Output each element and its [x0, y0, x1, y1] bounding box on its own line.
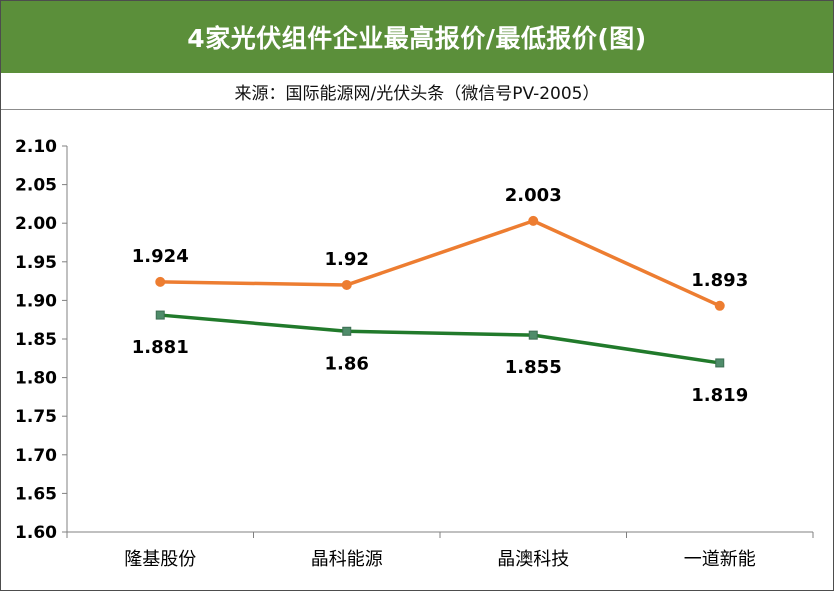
x-category-label: 晶澳科技 — [497, 549, 569, 570]
max-price-point — [714, 300, 725, 311]
max-price-point — [155, 276, 166, 287]
y-tick-label: 1.80 — [15, 369, 57, 389]
y-tick-label: 1.60 — [15, 523, 57, 543]
y-tick-label: 1.90 — [15, 291, 57, 311]
min-price-point — [342, 326, 352, 336]
y-tick-label: 1.85 — [15, 330, 57, 350]
y-tick-label: 1.95 — [15, 253, 57, 273]
y-tick-label: 2.10 — [15, 137, 57, 157]
x-category-label: 隆基股份 — [124, 549, 196, 570]
max-price-data-label: 2.003 — [505, 185, 562, 206]
min-price-data-label: 1.86 — [325, 353, 369, 374]
y-tick-label: 2.00 — [15, 214, 57, 234]
max-price-point — [341, 279, 352, 290]
x-category-label: 晶科能源 — [311, 549, 383, 570]
source-caption: 来源：国际能源网/光伏头条（微信号PV-2005） — [234, 83, 600, 104]
max-price-point — [528, 215, 539, 226]
chart-title: 4家光伏组件企业最高报价/最低报价(图) — [187, 24, 647, 53]
min-price-data-label: 1.819 — [691, 385, 748, 406]
y-tick-label: 1.65 — [15, 484, 57, 504]
max-price-data-label: 1.893 — [691, 270, 748, 291]
min-price-data-label: 1.855 — [505, 357, 562, 378]
min-price-data-label: 1.881 — [132, 337, 189, 358]
max-price-series-line — [158, 219, 722, 308]
min-price-point — [528, 330, 538, 340]
y-tick-label: 1.75 — [15, 407, 57, 427]
y-tick-label: 2.05 — [15, 176, 57, 196]
x-category-label: 一道新能 — [684, 549, 756, 570]
source-bar: 来源：国际能源网/光伏头条（微信号PV-2005） — [1, 73, 833, 110]
max-price-data-label: 1.924 — [132, 246, 189, 267]
y-tick-label: 1.70 — [15, 446, 57, 466]
max-price-data-label: 1.92 — [325, 249, 369, 270]
title-bar: 4家光伏组件企业最高报价/最低报价(图) — [1, 1, 833, 73]
min-price-point — [715, 358, 725, 368]
min-price-series-line — [158, 313, 722, 365]
min-price-point — [155, 310, 165, 320]
